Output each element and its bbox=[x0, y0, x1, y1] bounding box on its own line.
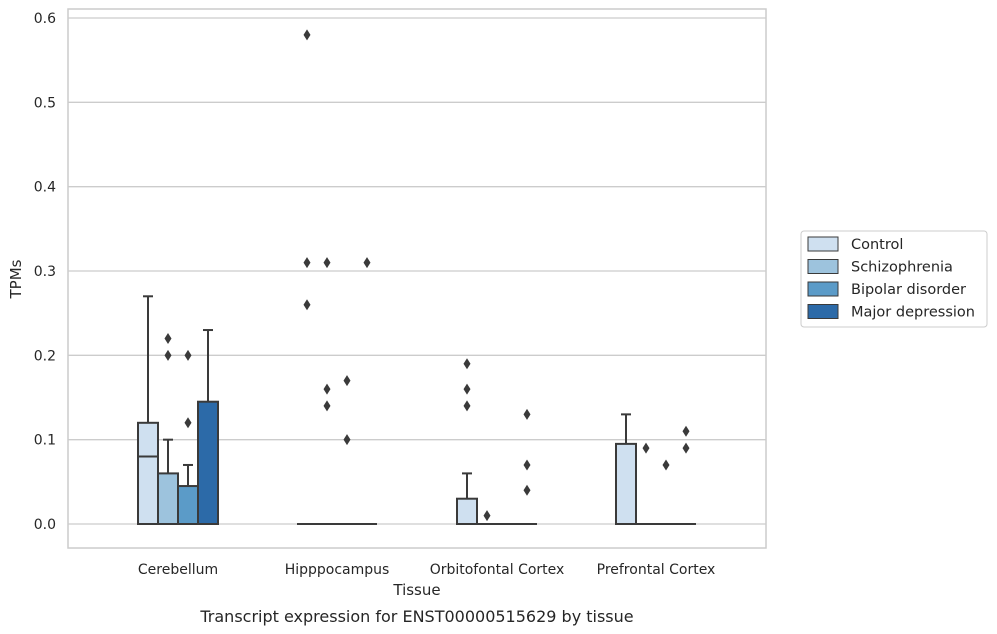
x-tick-label: Hipppocampus bbox=[285, 562, 390, 578]
outlier-point bbox=[363, 257, 371, 269]
outlier-point bbox=[682, 442, 690, 454]
legend-swatch bbox=[807, 281, 839, 297]
y-axis-title: TPMs bbox=[7, 259, 25, 299]
outlier-point bbox=[662, 459, 670, 471]
x-tick-labels: Cerebellum Hipppocampus Orbitofontal Corte… bbox=[138, 562, 715, 578]
outlier-point bbox=[303, 299, 311, 311]
outlier-point bbox=[184, 417, 192, 429]
outlier-point bbox=[184, 349, 192, 361]
legend-swatch bbox=[807, 259, 839, 274]
box-rect bbox=[157, 472, 179, 525]
outlier-point bbox=[164, 349, 172, 361]
box-rect bbox=[615, 442, 637, 525]
outlier-point bbox=[463, 400, 471, 412]
legend-label: Schizophrenia bbox=[851, 260, 953, 276]
box-bipolar-disorder bbox=[337, 375, 357, 525]
y-tick-label: 0.6 bbox=[34, 11, 56, 27]
box-control bbox=[456, 358, 478, 526]
y-tick-label: 0.2 bbox=[34, 348, 56, 364]
outlier-point bbox=[483, 510, 491, 522]
box-schizophrenia bbox=[157, 332, 179, 525]
y-tick-label: 0.1 bbox=[34, 433, 56, 449]
outlier-point bbox=[682, 425, 690, 437]
box-schizophrenia bbox=[477, 510, 497, 525]
plot-area-frame bbox=[67, 8, 767, 549]
outlier-point bbox=[642, 442, 650, 454]
y-tick-label: 0.0 bbox=[34, 517, 56, 533]
outlier-point bbox=[323, 257, 331, 269]
outlier-point bbox=[523, 459, 531, 471]
legend-swatch bbox=[807, 304, 839, 319]
grid-lines bbox=[68, 17, 766, 525]
outlier-point bbox=[523, 408, 531, 420]
box-schizophrenia bbox=[317, 257, 337, 525]
box-major-depression bbox=[197, 329, 219, 526]
legend-label: Control bbox=[851, 237, 903, 253]
outlier-point bbox=[343, 375, 351, 387]
box-rect bbox=[197, 400, 219, 526]
box-major-depression bbox=[357, 257, 377, 525]
outlier-point bbox=[463, 358, 471, 370]
x-tick-label: Orbitofontal Cortex bbox=[430, 562, 565, 578]
box-bipolar-disorder bbox=[177, 349, 199, 525]
box-schizophrenia bbox=[636, 442, 656, 525]
box-rect bbox=[177, 485, 199, 525]
x-tick-label: Prefrontal Cortex bbox=[597, 562, 716, 578]
legend-swatch bbox=[807, 236, 839, 252]
y-tick-labels: 0.0 0.1 0.2 0.3 0.4 0.5 0.6 bbox=[34, 11, 56, 533]
box-major-depression bbox=[517, 408, 537, 525]
chart-caption: Transcript expression for ENST0000051562… bbox=[199, 607, 633, 626]
outlier-point bbox=[164, 332, 172, 344]
legend: Control Schizophrenia Bipolar disorder Majo… bbox=[800, 230, 988, 328]
outlier-point bbox=[463, 383, 471, 395]
box-control bbox=[137, 295, 159, 525]
box-bipolar-disorder bbox=[656, 459, 676, 525]
box-control bbox=[297, 29, 317, 525]
legend-frame bbox=[800, 230, 988, 328]
outlier-point bbox=[303, 29, 311, 41]
x-axis-title: Tissue bbox=[392, 581, 440, 599]
outlier-point bbox=[523, 484, 531, 496]
outlier-point bbox=[303, 257, 311, 269]
x-tick-label: Cerebellum bbox=[138, 562, 218, 578]
box-control bbox=[615, 413, 637, 525]
boxes bbox=[137, 29, 696, 526]
outlier-point bbox=[323, 383, 331, 395]
y-tick-label: 0.4 bbox=[34, 180, 56, 196]
box-rect bbox=[456, 497, 478, 526]
outlier-point bbox=[323, 400, 331, 412]
y-tick-label: 0.5 bbox=[34, 95, 56, 111]
box-rect bbox=[137, 421, 159, 525]
y-tick-label: 0.3 bbox=[34, 264, 56, 280]
outlier-point bbox=[343, 434, 351, 446]
legend-label: Major depression bbox=[851, 305, 975, 321]
box-major-depression bbox=[676, 425, 696, 525]
legend-label: Bipolar disorder bbox=[851, 282, 966, 298]
